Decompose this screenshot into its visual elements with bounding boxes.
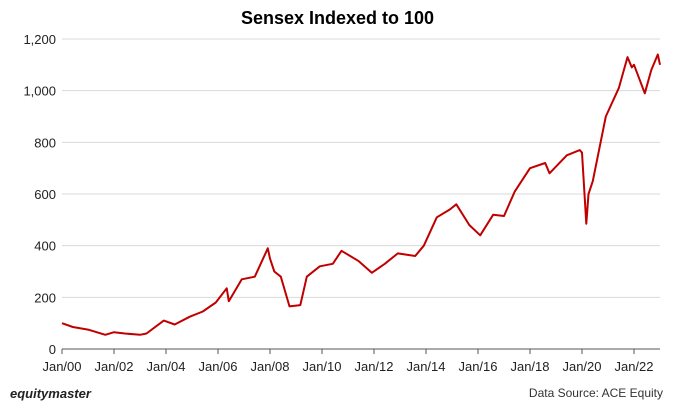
x-tick-label: Jan/00 xyxy=(42,359,81,374)
data-source-note: Data Source: ACE Equity xyxy=(528,386,663,400)
chart-title: Sensex Indexed to 100 xyxy=(240,8,435,28)
series-group xyxy=(61,53,661,336)
x-tick-label: Jan/18 xyxy=(510,359,549,374)
y-tick-label: 1,200 xyxy=(23,32,56,47)
x-tick-label: Jan/14 xyxy=(406,359,445,374)
y-tick-label: 0 xyxy=(49,342,56,357)
x-tick-label: Jan/20 xyxy=(562,359,601,374)
x-tick-label: Jan/16 xyxy=(458,359,497,374)
y-tick-label: 200 xyxy=(34,290,56,305)
x-tick-label: Jan/12 xyxy=(354,359,393,374)
x-tick-label: Jan/02 xyxy=(94,359,133,374)
x-axis-ticks: Jan/00 Jan/02 Jan/04 Jan/06 Jan/08 Jan/10 Jan/… xyxy=(42,349,654,374)
y-tick-label: 600 xyxy=(34,187,56,202)
x-tick-label: Jan/04 xyxy=(146,359,185,374)
y-tick-label: 1,000 xyxy=(23,84,56,99)
x-tick-label: Jan/10 xyxy=(302,359,341,374)
y-axis-ticks: 0 200 400 600 800 1,000 1,200 xyxy=(23,32,56,357)
x-tick-label: Jan/22 xyxy=(614,359,653,374)
gridlines xyxy=(62,38,660,298)
x-tick-label: Jan/08 xyxy=(250,359,289,374)
y-tick-label: 800 xyxy=(34,135,56,150)
series-line xyxy=(61,53,661,336)
brand-logo-text: equitymaster xyxy=(10,386,91,401)
x-tick-label: Jan/06 xyxy=(198,359,237,374)
y-tick-label: 400 xyxy=(34,239,56,254)
